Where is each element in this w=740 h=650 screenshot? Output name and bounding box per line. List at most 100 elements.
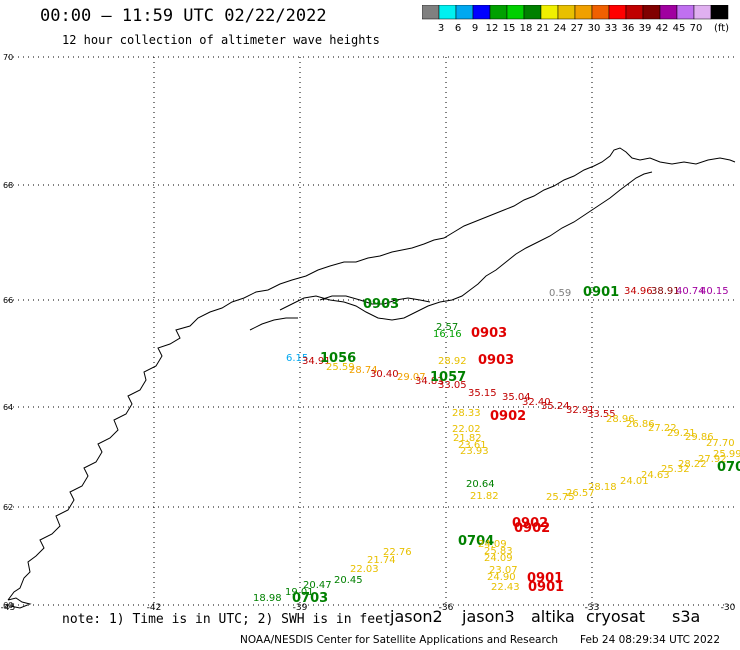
map-title: 00:00 – 11:59 UTC 02/22/2022 bbox=[40, 6, 327, 26]
scale-label: 42 bbox=[656, 23, 669, 34]
wave-height-value: 28.96 bbox=[606, 414, 635, 425]
lon-label: -45 bbox=[1, 603, 16, 613]
lat-label: 64 bbox=[3, 403, 13, 412]
scale-label: 3 bbox=[438, 23, 444, 34]
scale-label: 18 bbox=[520, 23, 533, 34]
wave-height-value: 2.57 bbox=[436, 322, 458, 333]
wave-height-value: 40.74 bbox=[676, 286, 705, 297]
wave-height-value: 26.86 bbox=[626, 419, 655, 430]
lon-label: -30 bbox=[721, 603, 736, 613]
wave-height-value: 0.59 bbox=[549, 288, 571, 299]
scale-label: 12 bbox=[486, 23, 499, 34]
wave-height-value: 24.09 bbox=[484, 553, 513, 564]
wave-height-value: 32.91 bbox=[566, 405, 595, 416]
wave-height-value: 28.92 bbox=[438, 356, 467, 367]
wave-height-value: 25.32 bbox=[661, 464, 690, 475]
generated-date: Feb 24 08:29:34 UTC 2022 bbox=[580, 634, 720, 646]
wave-height-value: 22.02 bbox=[452, 424, 481, 435]
wave-height-value: 27.92 bbox=[698, 454, 727, 465]
wave-height-value: 20.45 bbox=[334, 575, 363, 586]
track-time-label: 0902 bbox=[490, 409, 526, 424]
track-time-label: 0902 bbox=[514, 521, 550, 536]
lon-label: -36 bbox=[439, 603, 454, 613]
scale-label: 27 bbox=[571, 23, 584, 34]
legend-altika: altika bbox=[531, 607, 575, 626]
lat-label: 70 bbox=[3, 53, 13, 62]
wave-height-value: 22.76 bbox=[383, 547, 412, 558]
wave-height-value: 35.04 bbox=[502, 392, 531, 403]
track-time-label: 0901 bbox=[527, 571, 563, 586]
wave-height-value: 22.43 bbox=[491, 582, 520, 593]
track-time-label: 0903 bbox=[471, 326, 507, 341]
wave-height-value: 35.24 bbox=[541, 401, 570, 412]
scale-label: 15 bbox=[503, 23, 516, 34]
wave-height-value: 29.86 bbox=[685, 432, 714, 443]
track-time-label: 0704 bbox=[458, 534, 494, 549]
wave-height-value: 35.15 bbox=[468, 388, 497, 399]
wave-height-value: 20.64 bbox=[466, 479, 495, 490]
scale-label: 36 bbox=[622, 23, 635, 34]
wave-height-value: 24.63 bbox=[641, 470, 670, 481]
wave-height-value: 23.07 bbox=[489, 565, 518, 576]
credit-line: NOAA/NESDIS Center for Satellite Applica… bbox=[240, 634, 558, 646]
lat-label: 66 bbox=[3, 296, 13, 305]
wave-height-value: 24.09 bbox=[478, 539, 507, 550]
wave-height-value: 38.91 bbox=[651, 286, 680, 297]
wave-height-value: 29.21 bbox=[667, 428, 696, 439]
track-time-label: 0903 bbox=[363, 297, 399, 312]
scale-label: 6 bbox=[455, 23, 461, 34]
wave-height-value: 34.96 bbox=[624, 286, 653, 297]
lat-label: 62 bbox=[3, 503, 13, 512]
coastline-path bbox=[7, 147, 736, 609]
lon-label: -33 bbox=[585, 603, 600, 613]
wave-height-value: 40.15 bbox=[700, 286, 729, 297]
wave-height-value: 22.03 bbox=[350, 564, 379, 575]
footer-note: note: 1) Time is in UTC; 2) SWH is in fe… bbox=[62, 612, 391, 627]
lon-label: -39 bbox=[293, 603, 308, 613]
track-time-label: 1057 bbox=[430, 370, 466, 385]
wave-height-value: 18.98 bbox=[253, 593, 282, 604]
map-subtitle: 12 hour collection of altimeter wave hei… bbox=[62, 33, 380, 47]
wave-height-value: 23.93 bbox=[460, 446, 489, 457]
track-time-label: 0703 bbox=[717, 460, 740, 475]
wave-height-value: 26.57 bbox=[566, 488, 595, 499]
wave-height-value: 34.91 bbox=[302, 356, 331, 367]
wave-height-value: 33.55 bbox=[587, 409, 616, 420]
track-time-label: 0903 bbox=[478, 353, 514, 368]
scale-label: 30 bbox=[588, 23, 601, 34]
wave-height-value: 28.22 bbox=[678, 459, 707, 470]
wave-height-value: 25.83 bbox=[484, 546, 513, 557]
wave-height-value: 25.75 bbox=[546, 492, 575, 503]
lon-label: -42 bbox=[147, 603, 162, 613]
legend-s3a: s3a bbox=[672, 607, 701, 626]
wave-height-value: 19.01 bbox=[285, 587, 314, 598]
scale-swatch bbox=[710, 5, 729, 20]
lat-label: 60 bbox=[3, 601, 13, 610]
track-time-label: 0901 bbox=[528, 580, 564, 595]
scale-label: 70 bbox=[690, 23, 703, 34]
scale-label: 39 bbox=[639, 23, 652, 34]
axis-labels: 70 68 66 64 62 60-45 -42 -39 -36 -33 -30 bbox=[1, 53, 736, 613]
scale-label: 21 bbox=[537, 23, 550, 34]
greenland-coastline bbox=[7, 147, 736, 609]
color-scale-legend: 3 6 9 12 15 18 21 24 27 30 33 36 39 42 45 70 (ft) bbox=[422, 5, 729, 34]
scale-label: 9 bbox=[472, 23, 478, 34]
wave-height-value: 16.16 bbox=[433, 329, 462, 340]
wave-height-value: 24.90 bbox=[487, 572, 516, 583]
legend-cryosat: cryosat bbox=[586, 607, 646, 626]
track-time-label: 0902 bbox=[512, 516, 548, 531]
scale-unit: (ft) bbox=[714, 23, 729, 34]
wave-height-value: 30.40 bbox=[370, 369, 399, 380]
wave-height-value: 23.61 bbox=[458, 440, 487, 451]
legend-jason3: jason3 bbox=[462, 607, 515, 626]
graticule bbox=[8, 56, 738, 606]
track-time-label: 0901 bbox=[583, 285, 619, 300]
wave-height-value: 21.82 bbox=[470, 491, 499, 502]
wave-height-value: 25.59 bbox=[326, 362, 355, 373]
wave-height-value: 6.15 bbox=[286, 353, 308, 364]
wave-height-value: 28.18 bbox=[588, 482, 617, 493]
lat-label: 68 bbox=[3, 181, 13, 190]
wave-height-value: 21.74 bbox=[367, 555, 396, 566]
